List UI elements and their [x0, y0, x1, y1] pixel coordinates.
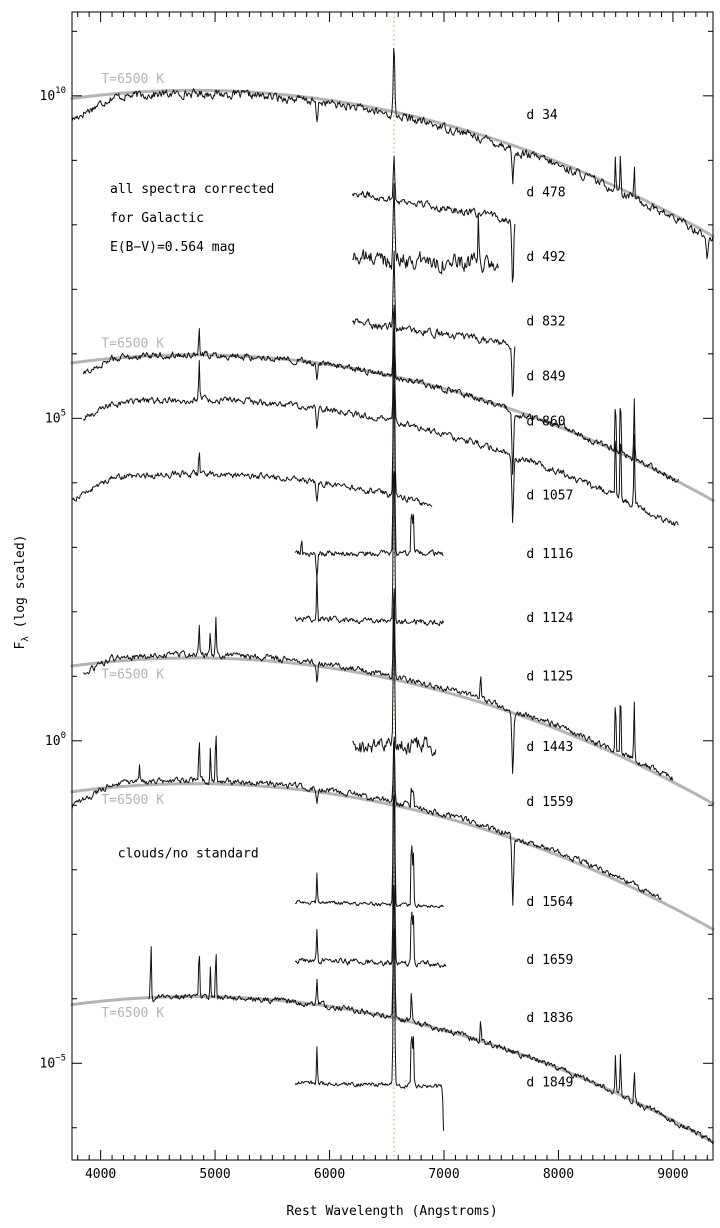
correction-note: all spectra corrected for Galactic E(B−V…: [110, 182, 274, 255]
spectrum-trace: [352, 183, 499, 275]
spectrum-label: d 1564: [526, 895, 573, 910]
spectrum-label: d 1836: [526, 1011, 573, 1026]
x-tick-label: 9000: [657, 1167, 688, 1182]
blackbody-label: T=6500 K: [101, 667, 164, 682]
y-tick-label: 100: [45, 731, 66, 749]
y-tick-exp: 5: [61, 408, 66, 418]
y-tick-base: 10: [45, 411, 61, 426]
y-tick-exp: −5: [55, 1053, 66, 1063]
spectrum-label: d 1124: [526, 611, 573, 626]
blackbody-label: T=6500 K: [101, 72, 164, 87]
blackbody-label: T=6500 K: [101, 336, 164, 351]
y-tick-exp: 0: [61, 731, 66, 741]
spectrum-trace: [294, 471, 444, 626]
y-label-flux: F: [13, 642, 28, 650]
spectrum-label: d 478: [526, 186, 565, 201]
spectrum-trace: [82, 304, 679, 483]
plot-frame: [71, 11, 714, 1161]
note-line-3: E(B−V)=0.564 mag: [110, 240, 235, 255]
spectrum-label: d 1659: [526, 953, 573, 968]
spectrum-label: d 1116: [526, 547, 573, 562]
spectrum-trace: [294, 795, 447, 968]
y-tick-label: 105: [45, 408, 66, 426]
y-label-scale: (log scaled): [13, 535, 28, 637]
spectrum-trace: [83, 588, 674, 781]
note-line-2: for Galactic: [110, 211, 204, 226]
x-tick-label: 5000: [199, 1167, 230, 1182]
spectrum-label: d 849: [526, 369, 565, 384]
x-tick-label: 4000: [85, 1167, 116, 1182]
spectrum-trace: [294, 928, 444, 1131]
spectrum-trace: [71, 346, 433, 508]
spectrum-label: d 1559: [526, 795, 573, 810]
spectrum-trace: [295, 736, 444, 909]
spectrum-trace: [71, 735, 662, 906]
blackbody-curve: [70, 656, 715, 806]
spectrum-trace: [294, 384, 444, 579]
spectrum-trace: [148, 885, 714, 1145]
x-tick-label: 6000: [314, 1167, 345, 1182]
spectrum-label: d 1443: [526, 740, 573, 755]
spectrum-trace: [352, 250, 516, 397]
spectrum-label: d 1125: [526, 669, 573, 684]
x-axis-label: Rest Wavelength (Angstroms): [286, 1204, 497, 1219]
blackbody-curve: [70, 88, 715, 238]
spectrum-label: d 492: [526, 250, 565, 265]
spectrum-trace: [351, 155, 516, 283]
y-tick-label: 1010: [40, 86, 67, 104]
spectrum-trace: [71, 48, 714, 260]
spectrum-trace: [82, 327, 679, 527]
x-tick-label: 7000: [428, 1167, 459, 1182]
blackbody-curve: [70, 782, 715, 931]
y-label-lambda: λ: [21, 636, 31, 642]
x-tick-label: 8000: [543, 1167, 574, 1182]
spectrum-label: d 860: [526, 415, 565, 430]
blackbody-label: T=6500 K: [101, 1006, 164, 1021]
spectrum-labels: d 34 T=6500 K d 478 d 492 d 832 d 849 T=6500 K…: [101, 72, 573, 1091]
spectrum-label: d 832: [526, 315, 565, 330]
spectrum-label: d 34: [526, 108, 557, 123]
y-tick-base: 10: [40, 89, 56, 104]
y-tick-label: 10−5: [40, 1053, 67, 1071]
y-tick-base: 10: [45, 734, 61, 749]
spectrum-trace: [352, 608, 437, 757]
spectrum-label: d 1849: [526, 1076, 573, 1091]
annotation-text: clouds/no standard: [118, 847, 259, 862]
spectrum-label: d 1057: [526, 489, 573, 504]
spectra-traces: [71, 48, 714, 1145]
y-axis-label: Fλ (log scaled): [13, 535, 31, 650]
y-tick-exp: 10: [55, 86, 66, 96]
note-line-1: all spectra corrected: [110, 182, 274, 197]
blackbody-label: T=6500 K: [101, 793, 164, 808]
y-tick-base: 10: [40, 1056, 56, 1071]
